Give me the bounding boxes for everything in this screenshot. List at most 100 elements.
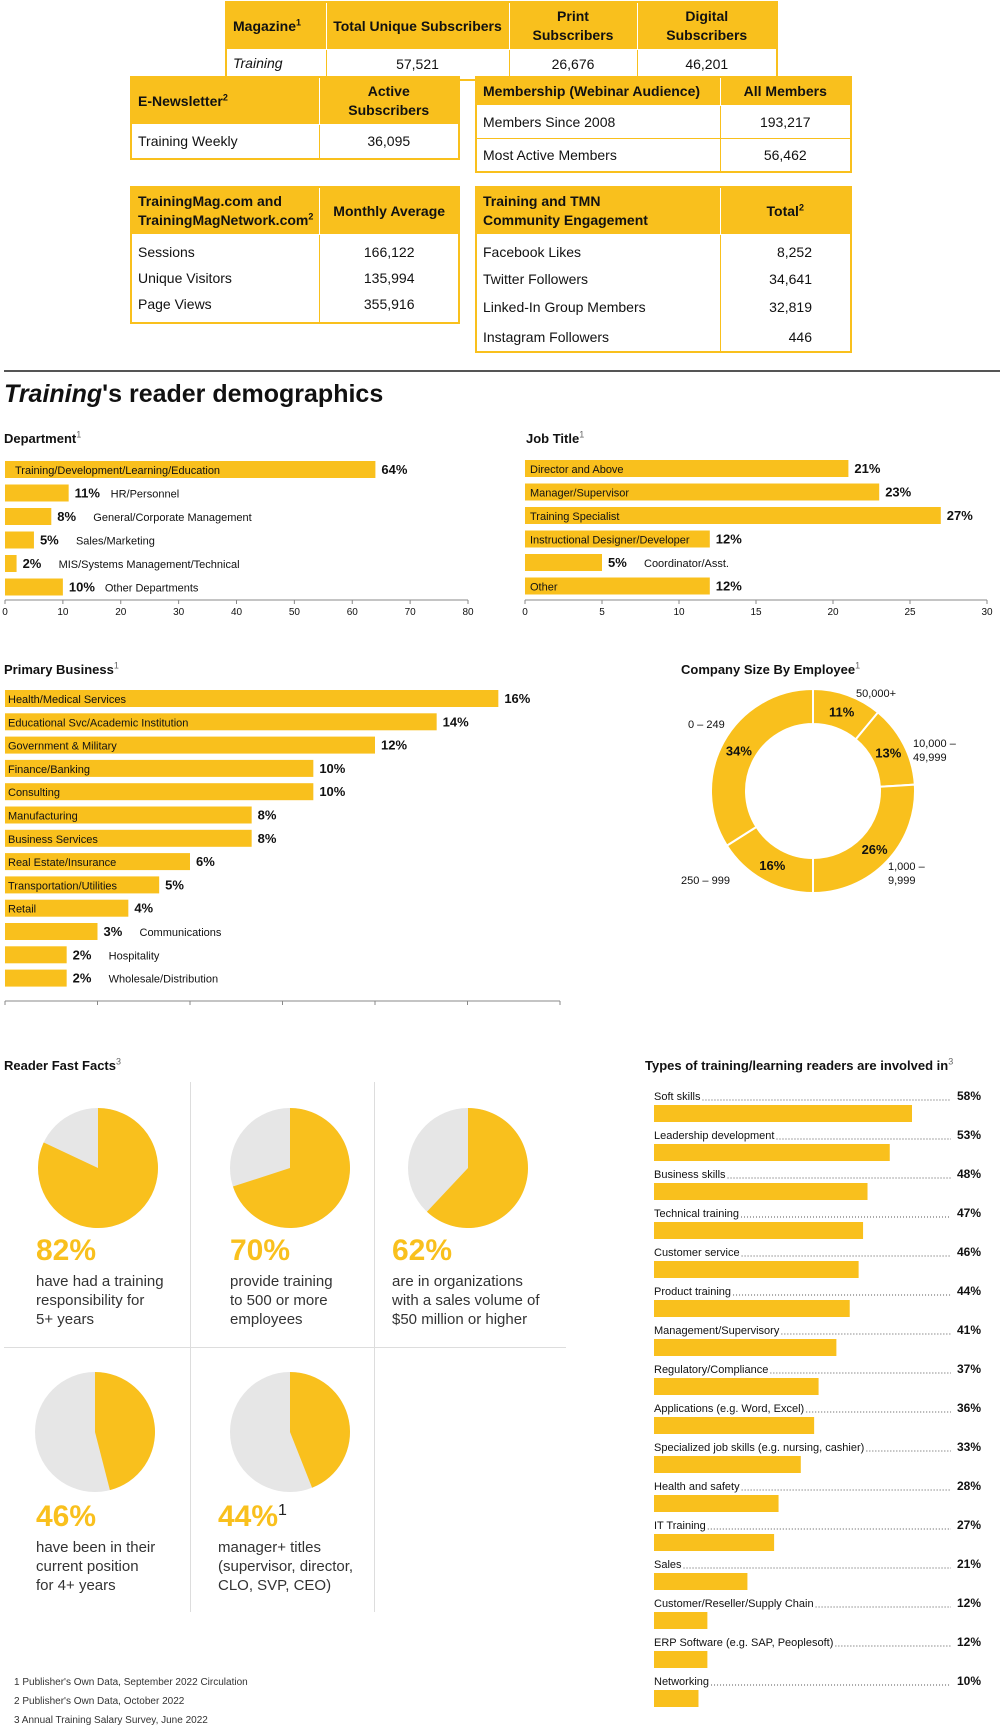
category-label: Leadership development <box>654 1130 774 1142</box>
data-label: 47% <box>957 1206 981 1220</box>
enewsletter-table: E-Newsletter2 Active Subscribers Trainin… <box>130 76 460 160</box>
bar <box>5 806 252 824</box>
x-tick-label: 30 <box>173 607 185 618</box>
data-label: 8% <box>258 831 277 846</box>
table-cell: 57,521 <box>325 49 509 80</box>
chart-title-primary-business: Primary Business1 <box>4 660 119 677</box>
fast-fact-pie <box>230 1372 350 1492</box>
category-label: Director and Above <box>530 464 624 476</box>
table-cell: 8,252 <box>719 234 851 265</box>
bar <box>654 1183 868 1200</box>
bar <box>654 1612 708 1629</box>
category-label: Health and safety <box>654 1481 740 1493</box>
fact-value: 82% <box>36 1234 97 1267</box>
x-tick-label: 0 <box>522 607 528 618</box>
table-cell: 26,676 <box>508 49 637 80</box>
company-size-label: 1,000 –9,999 <box>888 861 925 887</box>
bar <box>5 508 52 525</box>
bar <box>5 853 190 871</box>
x-tick-label: 0 <box>2 607 8 618</box>
fact-description: are in organizations with a sales volume … <box>392 1273 540 1328</box>
bar <box>654 1378 819 1395</box>
fast-fact: 44%1 manager+ titles (supervisor, directo… <box>218 1500 378 1595</box>
bar <box>525 483 880 501</box>
data-label: 8% <box>57 509 76 524</box>
bar <box>654 1456 801 1473</box>
data-label: 6% <box>196 854 215 869</box>
category-label: ERP Software (e.g. SAP, Peoplesoft) <box>654 1637 833 1649</box>
table-header: Membership (Webinar Audience) <box>475 76 721 106</box>
pie-slice <box>95 1372 156 1491</box>
data-label: 10% <box>319 784 345 799</box>
data-label: 5% <box>40 533 59 548</box>
table-cell: Instagram Followers <box>475 322 720 352</box>
data-label: 2% <box>73 947 92 962</box>
chart-title-job-title: Job Title1 <box>526 429 585 446</box>
slice-label: 26% <box>862 842 888 857</box>
data-label: 53% <box>957 1128 981 1142</box>
data-label: 33% <box>957 1440 981 1454</box>
footnote: 3 Annual Training Salary Survey, June 20… <box>14 1715 208 1726</box>
table-header: All Members <box>719 76 852 106</box>
category-label: HR/Personnel <box>111 489 179 501</box>
slice-label: 34% <box>726 743 752 758</box>
slice-label: 16% <box>759 858 785 873</box>
bar <box>5 713 437 731</box>
category-label: Transportation/Utilities <box>8 880 118 892</box>
footnote: 2 Publisher's Own Data, October 2022 <box>14 1696 185 1707</box>
bar <box>5 923 98 940</box>
category-label: Sales <box>654 1559 682 1571</box>
data-label: 5% <box>165 877 184 892</box>
data-label: 48% <box>957 1167 981 1181</box>
x-tick-label: 70 <box>405 607 417 618</box>
data-label: 3% <box>104 924 123 939</box>
table-cell: Unique Visitors <box>130 265 320 291</box>
data-label: 64% <box>381 462 407 477</box>
category-label: Educational Svc/Academic Institution <box>8 717 188 729</box>
table-header: Total2 <box>719 186 852 235</box>
bar <box>654 1651 708 1668</box>
category-label: Health/Medical Services <box>8 694 126 706</box>
category-label: Government & Military <box>8 741 117 753</box>
category-label: Real Estate/Insurance <box>8 857 116 869</box>
web-table: TrainingMag.com and TrainingMagNetwork.co… <box>130 186 460 324</box>
category-label: Communications <box>140 927 222 939</box>
pie-slice <box>290 1372 350 1488</box>
table-cell: 166,122 <box>319 234 459 265</box>
data-label: 36% <box>957 1401 981 1415</box>
table-cell: Page Views <box>130 291 320 323</box>
chart-title-fast-facts: Reader Fast Facts3 <box>4 1056 122 1073</box>
data-label: 16% <box>504 691 530 706</box>
community-table: Training and TMN Community Engagement Tot… <box>475 186 852 353</box>
category-label: Customer service <box>654 1247 740 1259</box>
category-label: Hospitality <box>109 950 160 962</box>
bar <box>5 969 67 987</box>
chart-title-department: Department1 <box>4 429 82 446</box>
category-label: IT Training <box>654 1520 706 1532</box>
fact-value: 46% <box>36 1500 97 1533</box>
table-cell: 56,462 <box>719 138 851 172</box>
bar <box>5 578 63 596</box>
bar <box>5 461 376 478</box>
category-label: Specialized job skills (e.g. nursing, ca… <box>654 1442 864 1454</box>
fast-fact: 82% have had a training responsibility fo… <box>36 1234 196 1329</box>
data-label: 10% <box>957 1674 981 1688</box>
data-label: 27% <box>957 1518 981 1532</box>
table-cell: Linked-In Group Members <box>475 292 720 322</box>
category-label: Networking <box>654 1676 709 1688</box>
table-header: E-Newsletter2 <box>130 76 320 125</box>
table-cell: Training Weekly <box>130 124 319 159</box>
category-label: Technical training <box>654 1208 739 1220</box>
bar <box>525 530 710 548</box>
category-label: Finance/Banking <box>8 764 90 776</box>
data-label: 21% <box>957 1557 981 1571</box>
category-label: Soft skills <box>654 1091 701 1103</box>
bar <box>654 1495 779 1512</box>
table-cell: Most Active Members <box>475 138 720 172</box>
section-title: Training's reader demographics <box>4 380 384 408</box>
data-label: 12% <box>957 1596 981 1610</box>
data-label: 2% <box>23 556 42 571</box>
x-tick-label: 5 <box>599 607 605 618</box>
table-header: Total Unique Subscribers <box>325 1 510 50</box>
company-size-label: 10,000 –49,999 <box>913 738 956 764</box>
